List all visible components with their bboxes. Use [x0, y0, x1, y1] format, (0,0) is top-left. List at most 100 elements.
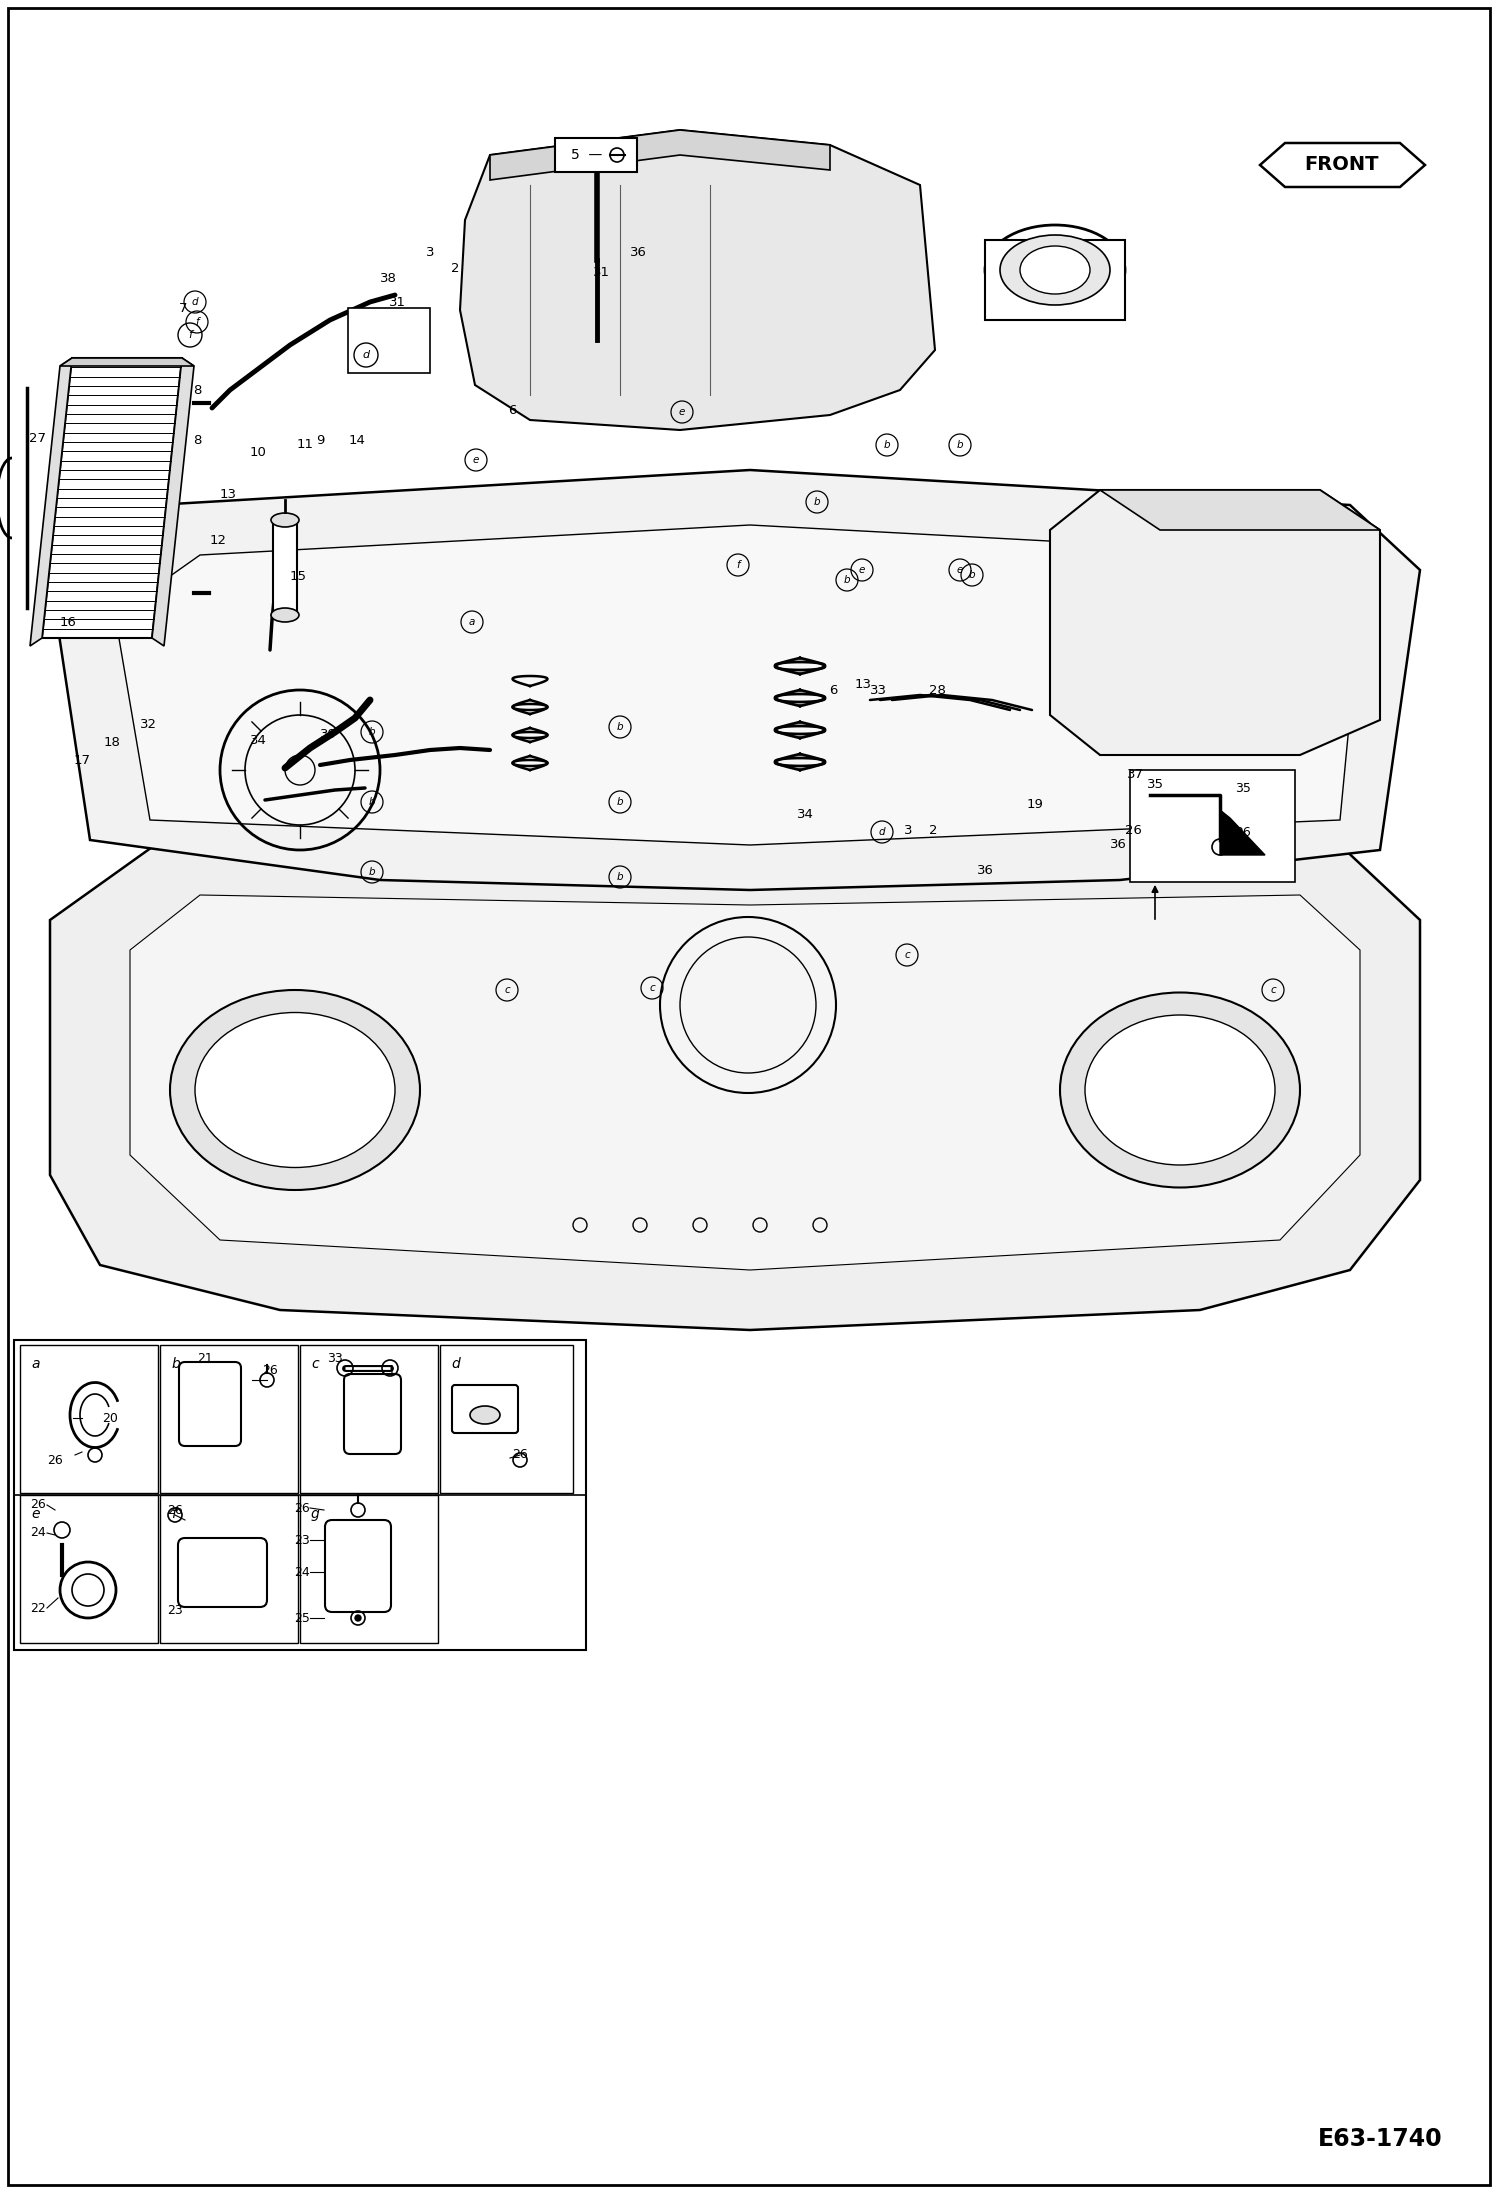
- Ellipse shape: [470, 1406, 500, 1423]
- Polygon shape: [130, 895, 1360, 1270]
- Text: c: c: [905, 950, 909, 961]
- Polygon shape: [1100, 489, 1380, 531]
- Text: 35: 35: [1146, 779, 1164, 792]
- Text: 21: 21: [198, 1351, 213, 1364]
- Text: e: e: [957, 566, 963, 575]
- Text: 7: 7: [178, 300, 187, 314]
- Bar: [300, 1344, 437, 1493]
- FancyBboxPatch shape: [345, 1375, 401, 1454]
- Polygon shape: [30, 357, 72, 647]
- Ellipse shape: [169, 989, 419, 1191]
- Text: 34: 34: [250, 732, 267, 746]
- Text: 23: 23: [168, 1603, 183, 1616]
- Polygon shape: [115, 524, 1360, 844]
- Bar: [300, 1496, 437, 1643]
- Text: c: c: [649, 982, 655, 993]
- Text: b: b: [617, 873, 623, 882]
- Text: b: b: [884, 441, 890, 450]
- Text: 2: 2: [451, 261, 460, 274]
- Text: 2: 2: [929, 825, 938, 836]
- Text: 32: 32: [139, 717, 156, 730]
- Text: b: b: [969, 570, 975, 579]
- Text: 36: 36: [977, 864, 993, 877]
- Text: b: b: [813, 498, 821, 507]
- Text: 37: 37: [1126, 768, 1143, 781]
- Text: f: f: [195, 318, 199, 327]
- Text: 38: 38: [379, 272, 397, 285]
- Polygon shape: [1050, 489, 1380, 754]
- Bar: [440, 1344, 574, 1493]
- Polygon shape: [151, 357, 195, 647]
- Text: 3: 3: [425, 246, 434, 259]
- Text: e: e: [858, 566, 866, 575]
- Text: E63-1740: E63-1740: [1318, 2127, 1443, 2151]
- Text: 20: 20: [102, 1412, 118, 1425]
- Text: FRONT: FRONT: [1305, 156, 1380, 175]
- Text: 5  —: 5 —: [571, 147, 611, 162]
- Bar: [160, 1496, 298, 1643]
- Text: g: g: [312, 1507, 319, 1522]
- Text: 9: 9: [316, 434, 324, 447]
- Bar: [19, 1496, 157, 1643]
- Text: d: d: [451, 1357, 460, 1371]
- Text: 15: 15: [289, 570, 307, 583]
- Polygon shape: [42, 357, 181, 638]
- Text: e: e: [679, 408, 685, 417]
- Text: d: d: [363, 351, 370, 360]
- Ellipse shape: [195, 1013, 395, 1167]
- FancyBboxPatch shape: [178, 1362, 241, 1445]
- Text: 5: 5: [593, 156, 601, 169]
- Text: 18: 18: [103, 737, 120, 750]
- Text: 26: 26: [168, 1504, 183, 1518]
- Bar: [1129, 770, 1294, 882]
- Ellipse shape: [1020, 246, 1091, 294]
- Text: 8: 8: [193, 384, 201, 397]
- Text: e: e: [473, 454, 479, 465]
- Polygon shape: [1260, 143, 1425, 186]
- Text: 26: 26: [1125, 825, 1141, 836]
- Text: b: b: [617, 796, 623, 807]
- Text: f: f: [171, 1507, 175, 1522]
- Text: 33: 33: [327, 1351, 343, 1364]
- Text: c: c: [312, 1357, 319, 1371]
- Text: 26: 26: [512, 1450, 527, 1461]
- Text: b: b: [843, 575, 851, 586]
- Text: 39: 39: [319, 728, 337, 741]
- Text: d: d: [879, 827, 885, 838]
- Text: 3: 3: [903, 825, 912, 836]
- FancyBboxPatch shape: [325, 1520, 391, 1612]
- Text: 23: 23: [294, 1533, 310, 1546]
- Text: a: a: [31, 1357, 39, 1371]
- Text: e: e: [31, 1507, 39, 1522]
- Text: 34: 34: [797, 809, 813, 822]
- Text: 31: 31: [593, 265, 610, 279]
- Text: 21: 21: [380, 1364, 395, 1377]
- Text: 28: 28: [929, 684, 945, 697]
- Ellipse shape: [1001, 235, 1110, 305]
- Bar: [554, 138, 637, 171]
- Ellipse shape: [271, 607, 300, 623]
- Bar: [986, 239, 1125, 320]
- Text: 26: 26: [46, 1454, 63, 1467]
- Ellipse shape: [986, 226, 1125, 316]
- Text: 26: 26: [294, 1502, 310, 1515]
- Text: 22: 22: [30, 1601, 46, 1614]
- Polygon shape: [1219, 809, 1264, 855]
- Polygon shape: [490, 129, 830, 180]
- Text: c: c: [1270, 985, 1276, 996]
- Polygon shape: [49, 469, 1420, 890]
- Text: 26: 26: [30, 1498, 46, 1511]
- Bar: [348, 307, 430, 373]
- Text: 26: 26: [1234, 825, 1251, 838]
- Circle shape: [355, 1614, 361, 1621]
- FancyBboxPatch shape: [178, 1537, 267, 1607]
- Text: 8: 8: [193, 434, 201, 447]
- Bar: [13, 1340, 586, 1649]
- Text: 26: 26: [262, 1364, 277, 1377]
- Bar: [160, 1344, 298, 1493]
- Text: 17: 17: [73, 754, 90, 768]
- Text: 24: 24: [294, 1566, 310, 1579]
- Text: 24: 24: [30, 1526, 46, 1539]
- Ellipse shape: [1085, 1015, 1275, 1164]
- Text: 14: 14: [349, 434, 366, 447]
